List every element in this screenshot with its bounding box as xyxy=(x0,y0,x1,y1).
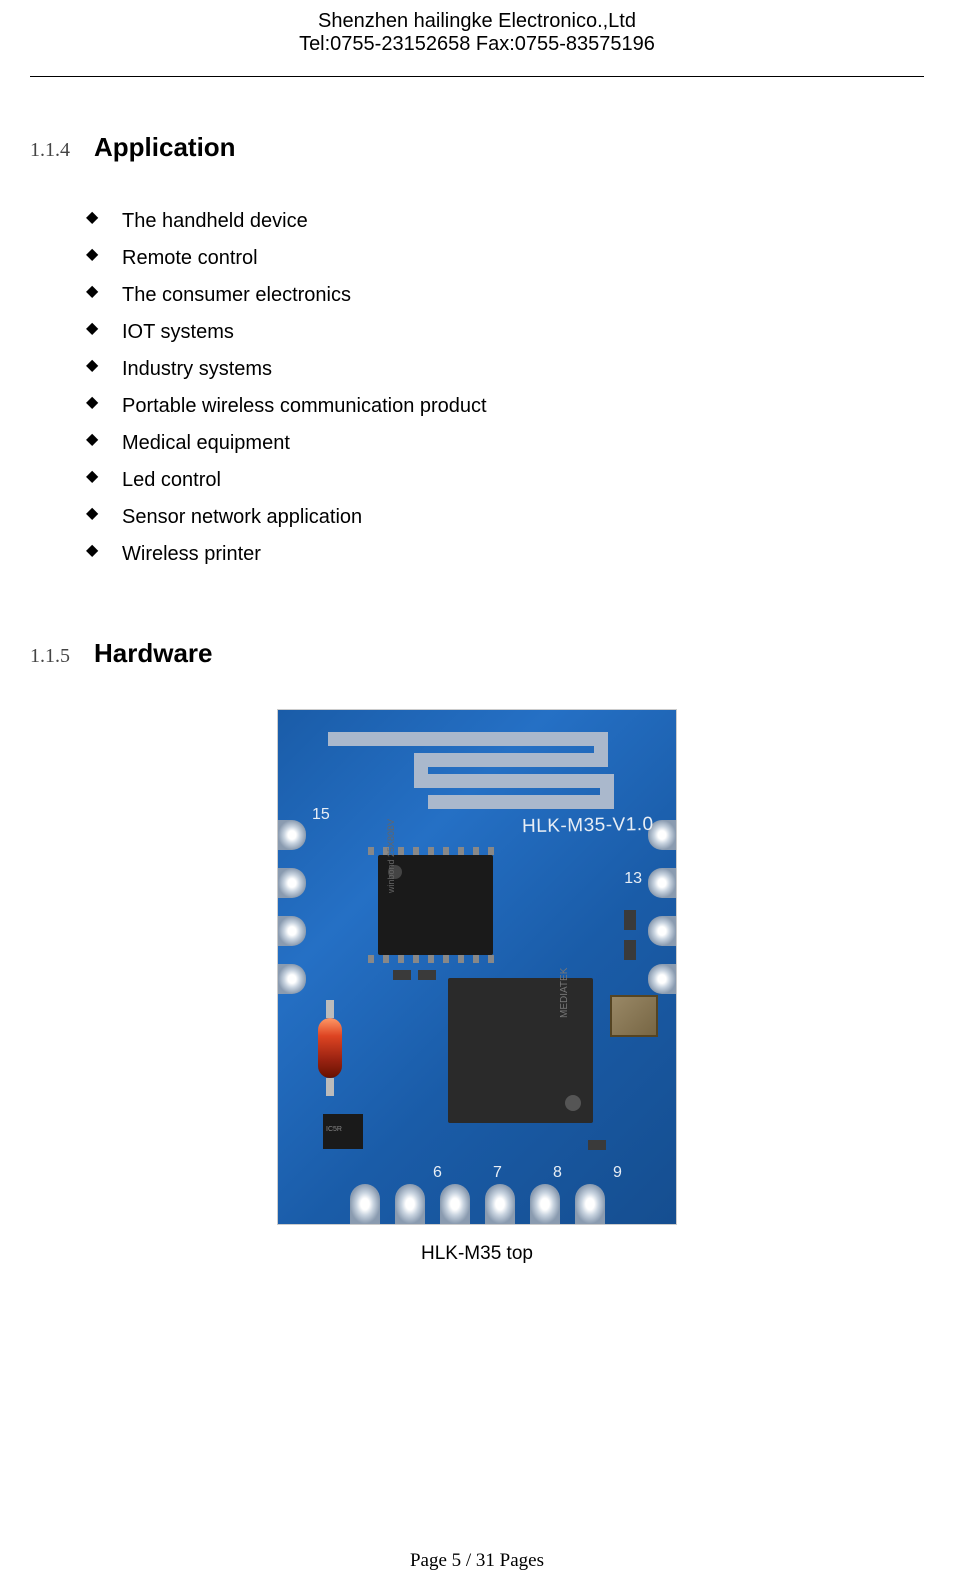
page-footer: Page 5 / 31 Pages xyxy=(0,1550,954,1572)
application-section: 1.1.4 Application The handheld device Re… xyxy=(30,132,924,573)
silkscreen-model: HLK-M35-V1.0 xyxy=(522,814,654,838)
edge-pad xyxy=(648,916,676,946)
smd-component xyxy=(418,970,436,980)
pin-label: 15 xyxy=(312,806,330,824)
pin-label: 9 xyxy=(613,1164,622,1182)
edge-pad xyxy=(530,1184,560,1224)
section-number: 1.1.4 xyxy=(30,139,70,162)
edge-pad xyxy=(278,820,306,850)
pin-label: 8 xyxy=(553,1164,562,1182)
pin-label: 13 xyxy=(624,870,642,888)
edge-pad xyxy=(278,868,306,898)
list-item: The handheld device xyxy=(86,203,924,240)
chip-marking: winbond 25X80BV xyxy=(386,819,396,893)
left-edge-pads xyxy=(278,820,306,994)
edge-pad xyxy=(395,1184,425,1224)
crystal-oscillator xyxy=(610,995,658,1037)
section-number: 1.1.5 xyxy=(30,645,70,668)
list-item: Medical equipment xyxy=(86,425,924,462)
smd-component xyxy=(624,940,636,960)
edge-pad xyxy=(575,1184,605,1224)
edge-pad xyxy=(350,1184,380,1224)
main-soc-chip: MEDIATEK xyxy=(448,978,593,1123)
small-ic: IC5R xyxy=(323,1114,363,1149)
list-item: Wireless printer xyxy=(86,536,924,573)
edge-pad xyxy=(278,916,306,946)
smd-component xyxy=(588,1140,606,1150)
list-item: Remote control xyxy=(86,240,924,277)
page-header: Shenzhen hailingke Electronico.,Ltd Tel:… xyxy=(30,0,924,77)
section-heading: 1.1.4 Application xyxy=(30,132,924,163)
company-name: Shenzhen hailingke Electronico.,Ltd xyxy=(30,10,924,33)
edge-pad xyxy=(440,1184,470,1224)
list-item: Industry systems xyxy=(86,351,924,388)
chip-marking: IC5R xyxy=(326,1126,342,1133)
section-title: Hardware xyxy=(94,638,213,669)
edge-pad xyxy=(648,868,676,898)
pin-label: 7 xyxy=(493,1164,502,1182)
smd-component xyxy=(393,970,411,980)
list-item: IOT systems xyxy=(86,314,924,351)
smd-component xyxy=(624,910,636,930)
application-list: The handheld device Remote control The c… xyxy=(30,203,924,573)
pin-label: 6 xyxy=(433,1164,442,1182)
list-item: The consumer electronics xyxy=(86,277,924,314)
edge-pad xyxy=(278,964,306,994)
section-title: Application xyxy=(94,132,236,163)
diode-component xyxy=(318,1018,342,1078)
list-item: Portable wireless communication product xyxy=(86,388,924,425)
pcb-antenna xyxy=(328,720,661,810)
pcb-figure: HLK-M35-V1.0 15 13 10 winbond 25X80BV ME… xyxy=(30,709,924,1265)
section-heading: 1.1.5 Hardware xyxy=(30,638,924,669)
figure-caption: HLK-M35 top xyxy=(421,1243,533,1265)
chip-marking: MEDIATEK xyxy=(558,968,571,1018)
list-item: Sensor network application xyxy=(86,499,924,536)
edge-pad xyxy=(485,1184,515,1224)
flash-chip: winbond 25X80BV xyxy=(378,855,493,955)
company-contact: Tel:0755-23152658 Fax:0755-83575196 xyxy=(30,33,924,56)
right-edge-pads xyxy=(648,820,676,994)
list-item: Led control xyxy=(86,462,924,499)
bottom-edge-pads xyxy=(278,1184,676,1224)
hardware-section: 1.1.5 Hardware xyxy=(30,638,924,1265)
pcb-board-image: HLK-M35-V1.0 15 13 10 winbond 25X80BV ME… xyxy=(277,709,677,1225)
edge-pad xyxy=(648,964,676,994)
